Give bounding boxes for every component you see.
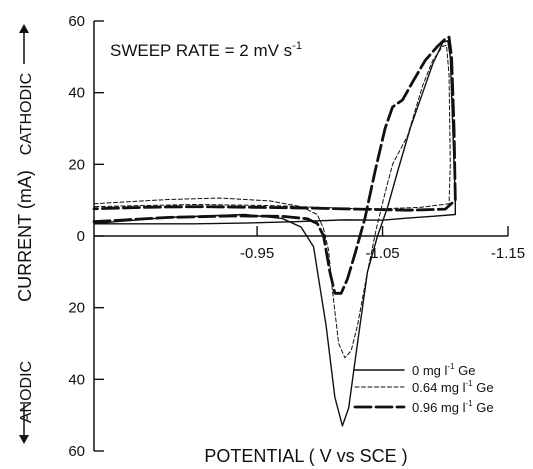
anodic-arrow-head (19, 435, 29, 444)
series-line-1 (93, 40, 457, 427)
y-tick-label: 60 (68, 13, 85, 30)
legend-root: 0 mg l-1 Ge0.64 mg l-1 Ge 0.96 mg l-1 Ge (353, 362, 494, 415)
anodic-label: ANODIC (18, 361, 35, 423)
y-tick-label: 60 (68, 443, 85, 460)
y-tick-label: 40 (68, 371, 85, 388)
y-axis-label: CURRENT (mA) (15, 170, 35, 302)
x-tick-label: -1.15 (491, 245, 525, 262)
legend-label-1: 0 mg l-1 Ge (412, 362, 476, 378)
series-line-3 (92, 35, 457, 295)
series-line-2 (93, 44, 451, 359)
x-axis-label: POTENTIAL ( V vs SCE ) (204, 446, 407, 466)
y-tick-label: 0 (77, 228, 85, 245)
x-tick-label: -0.95 (240, 245, 274, 262)
cathodic-label: CATHODIC (18, 73, 35, 155)
y-tick-label: 20 (68, 300, 85, 317)
y-tick-label: 20 (68, 156, 85, 173)
legend-label-2: 0.64 mg l-1 Ge (412, 379, 494, 395)
legend-label-3: 0.96 mg l-1 Ge (412, 399, 494, 415)
cathodic-arrow-head (19, 24, 29, 33)
y-tick-label: 40 (68, 85, 85, 102)
sweep-rate-annotation: SWEEP RATE = 2 mV s-1 (110, 40, 302, 60)
